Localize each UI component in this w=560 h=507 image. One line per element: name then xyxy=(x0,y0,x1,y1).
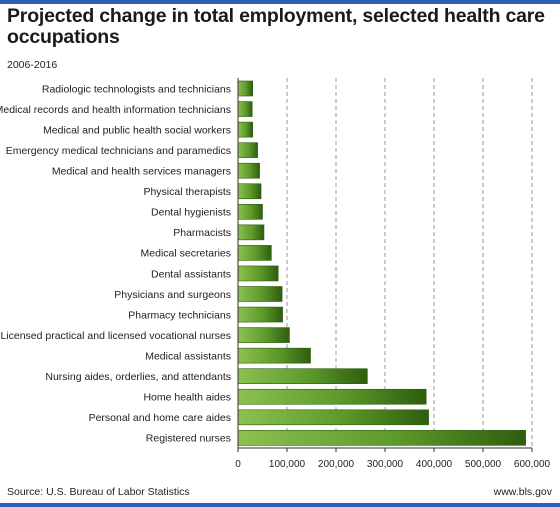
x-tick-label: 600,000 xyxy=(514,459,551,470)
category-label: Dental hygienists xyxy=(151,207,231,219)
bar xyxy=(237,101,253,117)
category-label: Medical and health services managers xyxy=(52,166,231,178)
bars xyxy=(237,80,526,446)
bottom-frame-bar xyxy=(0,503,560,507)
category-label: Home health aides xyxy=(143,392,231,404)
category-label: Pharmacy technicians xyxy=(128,309,231,321)
category-label: Licensed practical and licensed vocation… xyxy=(0,330,231,342)
bar xyxy=(237,286,283,302)
category-label: Registered nurses xyxy=(146,433,231,445)
category-labels: Radiologic technologists and technicians… xyxy=(0,83,231,444)
x-axis: 0 100,000 200,000 300,000 400,000 500,000 600,… xyxy=(235,78,551,470)
bar-chart: Radiologic technologists and technicians… xyxy=(0,78,551,470)
category-label: Personal and home care aides xyxy=(89,412,231,424)
category-label: Pharmacists xyxy=(173,227,231,239)
x-tick-label: 100,000 xyxy=(269,459,306,470)
category-label: Emergency medical technicians and parame… xyxy=(6,145,231,157)
bar xyxy=(237,183,262,200)
category-label: Radiologic technologists and technicians xyxy=(42,83,231,95)
category-label: Physicians and surgeons xyxy=(114,289,231,301)
category-label: Medical and public health social workers xyxy=(43,124,231,136)
bar xyxy=(237,347,311,364)
chart-subtitle: 2006-2016 xyxy=(7,59,58,71)
bar xyxy=(237,245,272,261)
bar xyxy=(237,409,429,426)
bar xyxy=(237,80,253,97)
site-link[interactable]: www.bls.gov xyxy=(493,486,552,498)
bar xyxy=(237,121,253,138)
category-label: Medical records and health information t… xyxy=(0,104,231,116)
top-frame-bar xyxy=(0,0,560,4)
category-label: Dental assistants xyxy=(151,268,231,280)
bar xyxy=(237,368,368,385)
x-tick-label: 400,000 xyxy=(416,459,453,470)
bar xyxy=(237,327,290,343)
chart-title: Projected change in total employment, se… xyxy=(7,5,545,48)
x-tick-label: 0 xyxy=(235,459,241,470)
gridlines xyxy=(286,78,533,448)
bar xyxy=(237,388,427,405)
x-tick-label: 500,000 xyxy=(465,459,502,470)
category-label: Physical therapists xyxy=(143,186,231,198)
category-label: Medical secretaries xyxy=(141,248,231,260)
bar xyxy=(237,430,526,446)
bar xyxy=(237,142,258,158)
x-tick-label: 200,000 xyxy=(318,459,355,470)
bar xyxy=(237,306,283,323)
x-tick-label: 300,000 xyxy=(367,459,404,470)
bar xyxy=(237,162,260,179)
bar xyxy=(237,265,279,282)
bar xyxy=(237,224,265,241)
bar xyxy=(237,204,263,220)
category-label: Medical assistants xyxy=(145,350,231,362)
category-label: Nursing aides, orderlies, and attendants xyxy=(45,371,231,383)
source-note: Source: U.S. Bureau of Labor Statistics xyxy=(7,486,190,498)
